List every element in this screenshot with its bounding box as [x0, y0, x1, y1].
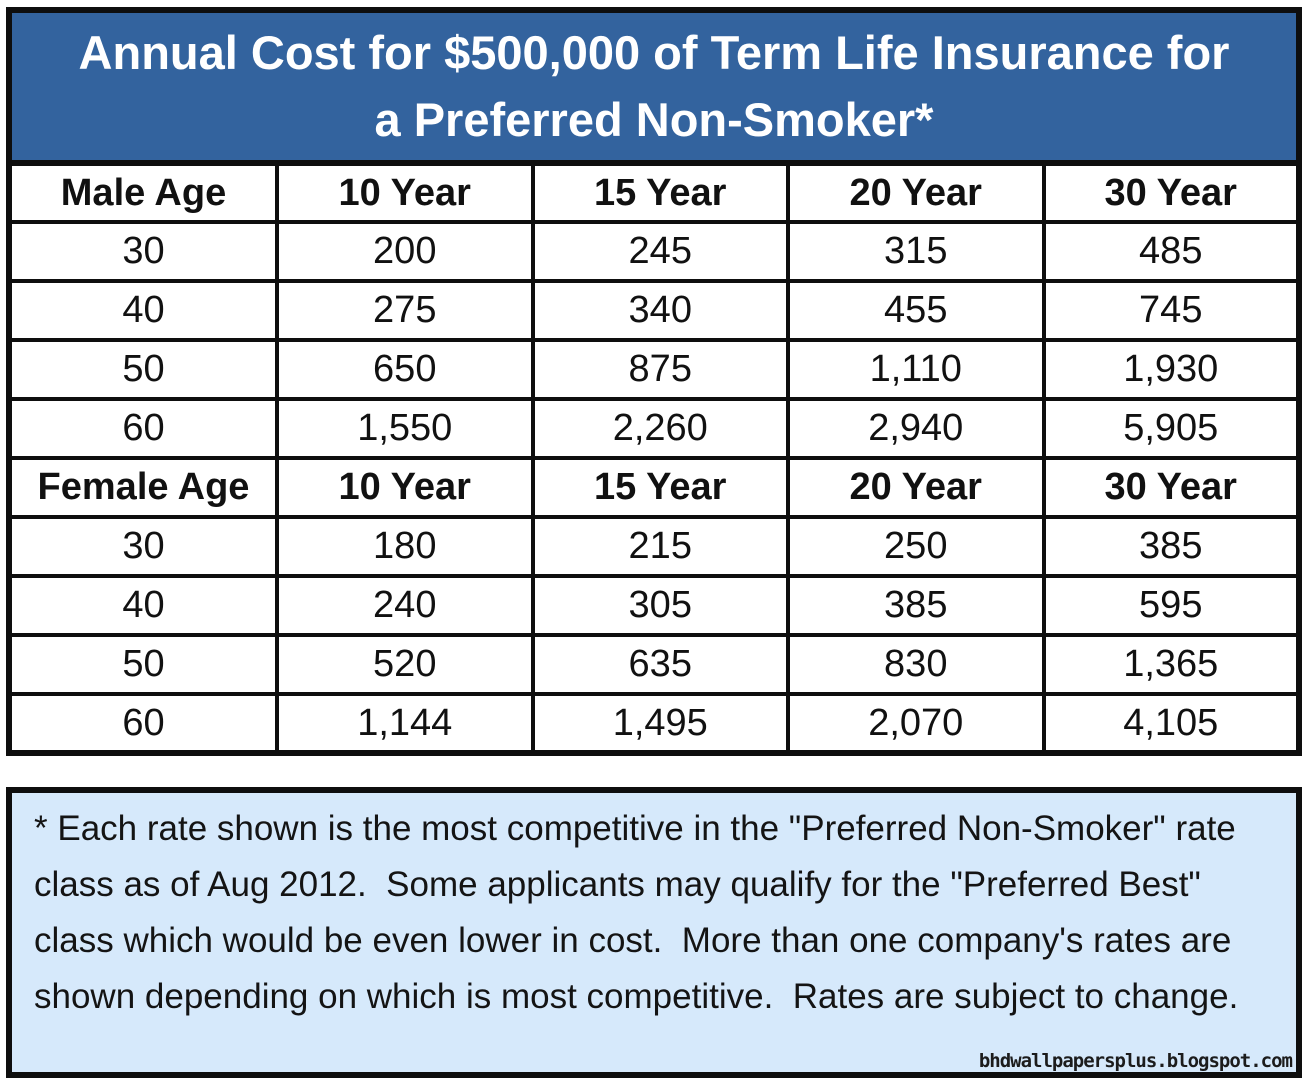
rate-cell: 275	[275, 279, 535, 342]
age-cell: 60	[6, 692, 279, 756]
male-header-row: Male Age 10 Year 15 Year 20 Year 30 Year	[6, 160, 1302, 224]
header-cell-10-year: 10 Year	[275, 160, 535, 224]
rate-cell: 1,110	[786, 338, 1046, 401]
footnote-box: * Each rate shown is the most competitiv…	[6, 787, 1302, 1078]
table-row-female-40: 40 240 305 385 595	[6, 574, 1302, 637]
page-title: Annual Cost for $500,000 of Term Life In…	[6, 7, 1302, 160]
header-cell-15-year: 15 Year	[530, 456, 790, 519]
age-cell: 30	[6, 515, 279, 578]
rate-cell: 385	[1041, 515, 1302, 578]
age-cell: 30	[6, 220, 279, 283]
rate-cell: 250	[786, 515, 1046, 578]
rate-cell: 385	[786, 574, 1046, 637]
rate-cell: 1,495	[530, 692, 790, 756]
age-cell: 40	[6, 279, 279, 342]
title-line-2: a Preferred Non-Smoker*	[374, 92, 934, 146]
rate-cell: 245	[530, 220, 790, 283]
header-cell-30-year: 30 Year	[1041, 456, 1302, 519]
header-cell-20-year: 20 Year	[786, 160, 1046, 224]
footnote-text: * Each rate shown is the most competitiv…	[34, 809, 1246, 1016]
header-cell-male-age: Male Age	[6, 160, 279, 224]
rate-cell: 520	[275, 633, 535, 696]
table-row-male-40: 40 275 340 455 745	[6, 279, 1302, 342]
rate-cell: 4,105	[1041, 692, 1302, 756]
title-line-1: Annual Cost for $500,000 of Term Life In…	[78, 26, 1230, 80]
rate-cell: 2,070	[786, 692, 1046, 756]
rates-table: Male Age 10 Year 15 Year 20 Year 30 Year…	[6, 160, 1302, 756]
rate-cell: 635	[530, 633, 790, 696]
rate-cell: 830	[786, 633, 1046, 696]
header-cell-10-year: 10 Year	[275, 456, 535, 519]
rate-cell: 455	[786, 279, 1046, 342]
table-row-female-30: 30 180 215 250 385	[6, 515, 1302, 578]
age-cell: 50	[6, 633, 279, 696]
rate-cell: 1,365	[1041, 633, 1302, 696]
table-row-male-60: 60 1,550 2,260 2,940 5,905	[6, 397, 1302, 460]
rate-cell: 2,260	[530, 397, 790, 460]
age-cell: 60	[6, 397, 279, 460]
header-cell-female-age: Female Age	[6, 456, 279, 519]
rate-cell: 305	[530, 574, 790, 637]
rate-cell: 200	[275, 220, 535, 283]
rate-cell: 1,550	[275, 397, 535, 460]
table-row-female-60: 60 1,144 1,495 2,070 4,105	[6, 692, 1302, 756]
age-cell: 40	[6, 574, 279, 637]
header-cell-20-year: 20 Year	[786, 456, 1046, 519]
rate-cell: 1,930	[1041, 338, 1302, 401]
table-row-male-50: 50 650 875 1,110 1,930	[6, 338, 1302, 401]
rate-cell: 745	[1041, 279, 1302, 342]
age-cell: 50	[6, 338, 279, 401]
header-cell-30-year: 30 Year	[1041, 160, 1302, 224]
rate-cell: 340	[530, 279, 790, 342]
rate-cell: 2,940	[786, 397, 1046, 460]
rate-cell: 180	[275, 515, 535, 578]
rate-cell: 650	[275, 338, 535, 401]
rate-cell: 215	[530, 515, 790, 578]
rate-cell: 595	[1041, 574, 1302, 637]
female-header-row: Female Age 10 Year 15 Year 20 Year 30 Ye…	[6, 456, 1302, 519]
rate-cell: 875	[530, 338, 790, 401]
rate-cell: 485	[1041, 220, 1302, 283]
rate-cell: 1,144	[275, 692, 535, 756]
header-cell-15-year: 15 Year	[530, 160, 790, 224]
table-row-female-50: 50 520 635 830 1,365	[6, 633, 1302, 696]
rate-cell: 5,905	[1041, 397, 1302, 460]
table-row-male-30: 30 200 245 315 485	[6, 220, 1302, 283]
rate-cell: 240	[275, 574, 535, 637]
watermark: bhdwallpapersplus.blogspot.com	[978, 1050, 1293, 1072]
rate-cell: 315	[786, 220, 1046, 283]
